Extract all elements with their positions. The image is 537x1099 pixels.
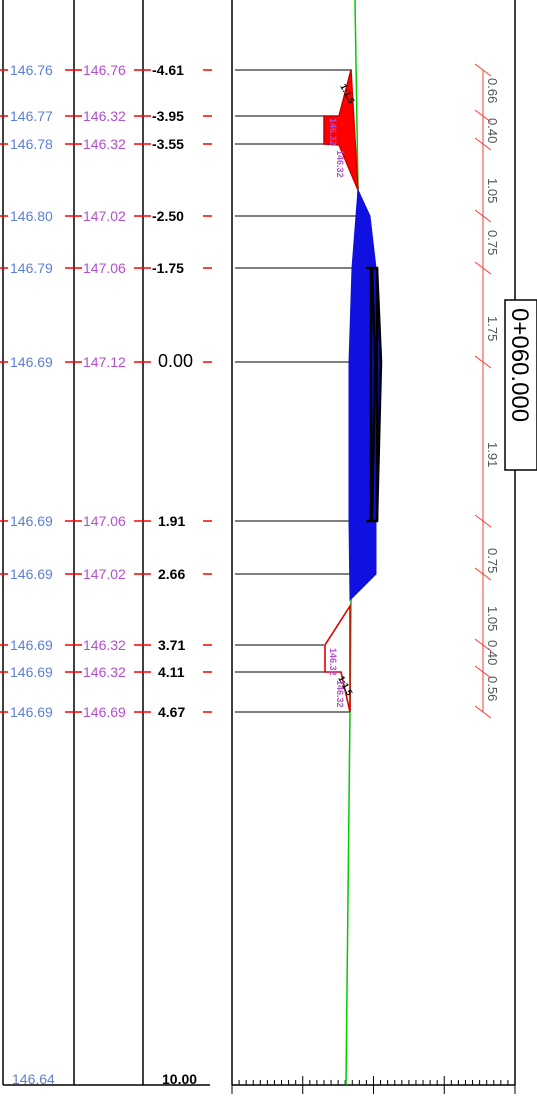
- design-elevation: 147.12: [83, 354, 126, 370]
- dimension-chain: 0.66 0.40 1.05 0.75 1.75 1.91 0.75 1.05 0.40 0.56: [475, 64, 500, 718]
- offset-value: -4.61: [152, 62, 184, 78]
- design-elevation: 147.02: [83, 566, 126, 582]
- design-elevation: 147.06: [83, 260, 126, 276]
- dimension-value: 1.75: [485, 316, 500, 341]
- bottom-existing-elevation: 146.64: [12, 1071, 55, 1087]
- existing-elevation: 146.69: [10, 354, 53, 370]
- slope-label-left: 1:1.5: [338, 82, 356, 105]
- elevation-row: 146.79 147.06 -1.75: [0, 260, 372, 276]
- design-elevation: 147.02: [83, 208, 126, 224]
- design-elevation: 146.69: [83, 704, 126, 720]
- elevation-row: 146.69 147.12 0.00: [0, 351, 378, 371]
- ditch-label-left-a: 146.32: [328, 118, 338, 146]
- offset-value: -3.55: [152, 136, 184, 152]
- dimension-value: 0.75: [485, 548, 500, 573]
- existing-elevation: 146.69: [10, 566, 53, 582]
- offset-value: -3.95: [152, 108, 184, 124]
- elevation-row: 146.69 147.02 2.66: [0, 566, 352, 582]
- design-elevation: 147.06: [83, 513, 126, 529]
- offset-value: 1.91: [158, 513, 185, 529]
- elevation-row: 146.78 146.32 -3.55: [0, 136, 325, 152]
- station-text: 0+060.000: [506, 308, 533, 422]
- elevation-row: 146.69 146.32 4.11: [0, 664, 325, 680]
- design-elevation: 146.76: [83, 62, 126, 78]
- dimension-value: 1.91: [485, 442, 500, 467]
- design-elevation: 146.32: [83, 136, 126, 152]
- elevation-row: 146.69 146.69 4.67: [0, 704, 350, 720]
- elevation-rows: 146.76 146.76 -4.61 146.77 146.32 -3.95 146.78…: [0, 62, 378, 720]
- dimension-value: 0.40: [485, 640, 500, 665]
- dimension-value: 0.40: [485, 118, 500, 143]
- elevation-row: 146.77 146.32 -3.95: [0, 108, 340, 124]
- existing-elevation: 146.69: [10, 637, 53, 653]
- elevation-row: 146.80 147.02 -2.50: [0, 208, 364, 224]
- dimension-value: 0.66: [485, 78, 500, 103]
- offset-value: -2.50: [152, 208, 184, 224]
- offset-value: 4.11: [158, 664, 185, 680]
- elevation-row: 146.69 147.06 1.91: [0, 513, 358, 529]
- elevation-row: 146.69 146.32 3.71: [0, 637, 324, 653]
- bottom-offset: 10.00: [162, 1071, 197, 1087]
- dimension-value: 1.05: [485, 178, 500, 203]
- design-elevation: 146.32: [83, 108, 126, 124]
- existing-elevation: 146.69: [10, 704, 53, 720]
- offset-value: 0.00: [158, 351, 193, 371]
- design-elevation: 146.32: [83, 637, 126, 653]
- existing-elevation: 146.76: [10, 62, 53, 78]
- offset-value: -1.75: [152, 260, 184, 276]
- horizontal-scale-ticks: [232, 1076, 515, 1094]
- ditch-label-right-a: 146.32: [328, 648, 338, 676]
- elevation-table-frame: [3, 0, 210, 1085]
- station-label: 0+060.000: [505, 300, 537, 470]
- existing-elevation: 146.69: [10, 513, 53, 529]
- dimension-value: 0.56: [485, 676, 500, 701]
- ditch-label-left-b: 146.32: [335, 150, 345, 178]
- existing-elevation: 146.77: [10, 108, 53, 124]
- existing-elevation: 146.79: [10, 260, 53, 276]
- existing-elevation: 146.80: [10, 208, 53, 224]
- offset-value: 4.67: [158, 704, 185, 720]
- existing-elevation: 146.69: [10, 664, 53, 680]
- design-elevation: 146.32: [83, 664, 126, 680]
- dimension-value: 1.05: [485, 606, 500, 631]
- elevation-row: 146.76 146.76 -4.61: [0, 62, 352, 78]
- ditch-label-right-b: 146.32: [335, 680, 345, 708]
- dimension-value: 0.75: [485, 230, 500, 255]
- existing-elevation: 146.78: [10, 136, 53, 152]
- offset-value: 2.66: [158, 566, 185, 582]
- offset-value: 3.71: [158, 637, 185, 653]
